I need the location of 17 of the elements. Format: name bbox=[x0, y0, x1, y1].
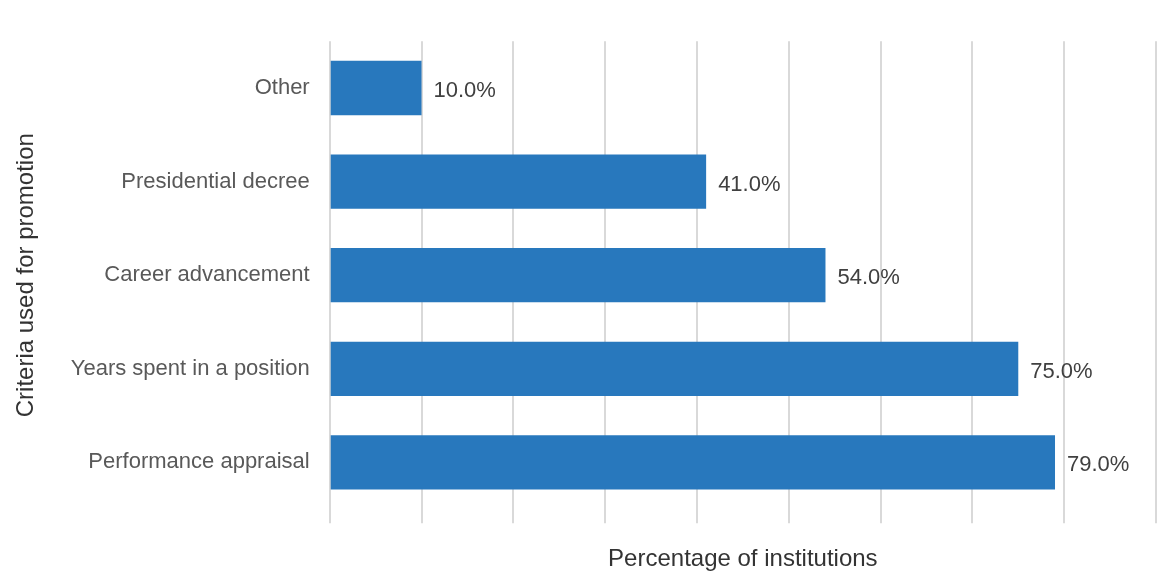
y-tick-label: Years spent in a position bbox=[70, 354, 310, 380]
bar bbox=[330, 435, 1056, 490]
y-tick-label: Performance appraisal bbox=[88, 448, 310, 474]
bar bbox=[330, 60, 422, 116]
bar bbox=[330, 248, 826, 303]
bar bbox=[330, 341, 1019, 396]
y-tick-label: Career advancement bbox=[104, 261, 310, 287]
x-axis-title: Percentage of institutions bbox=[608, 544, 878, 572]
y-axis-title: Criteria used for promotion bbox=[11, 133, 39, 418]
bar bbox=[330, 154, 707, 209]
y-tick-label: Presidential decree bbox=[121, 167, 310, 193]
data-label: 79.0% bbox=[1067, 451, 1130, 477]
data-label: 41.0% bbox=[718, 170, 781, 196]
data-label: 75.0% bbox=[1030, 357, 1093, 383]
data-label: 54.0% bbox=[837, 264, 900, 290]
data-label: 10.0% bbox=[433, 77, 496, 103]
y-tick-label: Other bbox=[254, 74, 310, 100]
